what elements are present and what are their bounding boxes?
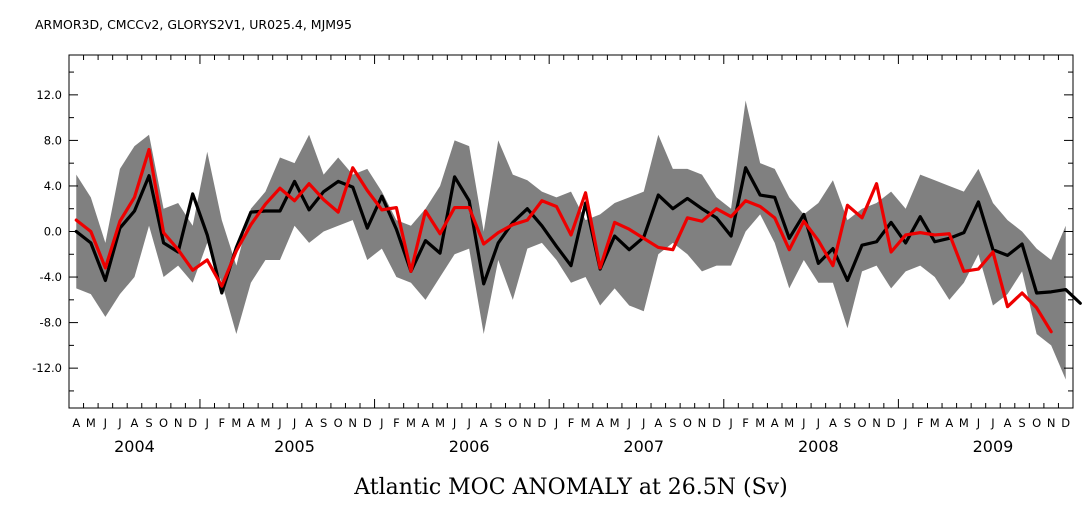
month-label: D xyxy=(188,416,197,430)
month-label: O xyxy=(857,416,866,430)
month-label: J xyxy=(103,416,107,430)
month-label: D xyxy=(537,416,546,430)
month-label: J xyxy=(626,416,630,430)
month-label: S xyxy=(320,416,327,430)
year-label: 2004 xyxy=(114,437,155,456)
month-label: J xyxy=(554,416,558,430)
ensemble-spread-band-layer xyxy=(76,100,1066,380)
month-label: A xyxy=(422,416,430,430)
month-label: S xyxy=(844,416,851,430)
month-label: J xyxy=(816,416,820,430)
month-label: A xyxy=(829,416,837,430)
y-tick-labels-layer: -12.0 -8.0 -4.0 0.0 4.0 8.0 12.0 xyxy=(32,88,62,375)
month-label: M xyxy=(581,416,591,430)
month-label: M xyxy=(959,416,969,430)
month-label: A xyxy=(596,416,604,430)
month-label: J xyxy=(452,416,456,430)
month-label: D xyxy=(363,416,372,430)
month-label: F xyxy=(218,416,225,430)
year-label: 2005 xyxy=(274,437,315,456)
month-label: J xyxy=(728,416,732,430)
month-label: J xyxy=(641,416,645,430)
y-tick-label: -12.0 xyxy=(32,361,62,375)
ensemble-spread-band xyxy=(76,100,1066,380)
chart-title: Atlantic MOC ANOMALY at 26.5N (Sv) xyxy=(353,475,787,500)
y-tick-label: -8.0 xyxy=(40,316,62,330)
month-label: O xyxy=(159,416,168,430)
month-label: A xyxy=(654,416,662,430)
month-label: M xyxy=(784,416,794,430)
year-labels-layer: 2004 2005 2006 2007 2008 2009 xyxy=(114,437,1013,456)
series-layer xyxy=(74,147,1082,334)
month-label: O xyxy=(683,416,692,430)
month-label: N xyxy=(1047,416,1056,430)
month-label: N xyxy=(174,416,183,430)
month-label: J xyxy=(379,416,383,430)
month-label: A xyxy=(305,416,313,430)
series-line-0 xyxy=(74,166,1082,305)
month-label: M xyxy=(755,416,765,430)
month-label: A xyxy=(1004,416,1012,430)
y-tick-label: 12.0 xyxy=(36,88,62,102)
month-label: S xyxy=(495,416,502,430)
month-label: J xyxy=(117,416,121,430)
month-label: M xyxy=(86,416,96,430)
month-label: N xyxy=(698,416,707,430)
month-label: M xyxy=(406,416,416,430)
year-label: 2008 xyxy=(798,437,839,456)
month-label: J xyxy=(801,416,805,430)
month-label: A xyxy=(771,416,779,430)
y-tick-label: 4.0 xyxy=(44,179,62,193)
month-label: J xyxy=(292,416,296,430)
month-label: J xyxy=(277,416,281,430)
month-label: O xyxy=(334,416,343,430)
axis-ticks-layer xyxy=(69,55,1073,408)
month-label: M xyxy=(610,416,620,430)
month-label: J xyxy=(976,416,980,430)
month-label: A xyxy=(945,416,953,430)
month-label: M xyxy=(435,416,445,430)
month-label: J xyxy=(466,416,470,430)
month-label: J xyxy=(990,416,994,430)
month-label: F xyxy=(568,416,575,430)
month-label: O xyxy=(1032,416,1041,430)
month-label: S xyxy=(669,416,676,430)
month-label: A xyxy=(131,416,139,430)
month-label: D xyxy=(712,416,721,430)
month-label: M xyxy=(930,416,940,430)
chart-subtitle: ARMOR3D, CMCCv2, GLORYS2V1, UR025.4, MJM… xyxy=(35,17,352,32)
month-label: N xyxy=(523,416,532,430)
month-label: A xyxy=(480,416,488,430)
month-label: N xyxy=(348,416,357,430)
y-tick-label: -4.0 xyxy=(40,270,62,284)
month-label: J xyxy=(205,416,209,430)
y-tick-label: 8.0 xyxy=(44,133,62,147)
month-label: S xyxy=(1018,416,1025,430)
month-label: F xyxy=(393,416,400,430)
month-label: D xyxy=(1061,416,1070,430)
month-label: O xyxy=(508,416,517,430)
month-label: F xyxy=(917,416,924,430)
month-label: M xyxy=(231,416,241,430)
month-label: N xyxy=(872,416,881,430)
month-label: F xyxy=(742,416,749,430)
month-label: S xyxy=(145,416,152,430)
month-label: J xyxy=(903,416,907,430)
y-tick-label: 0.0 xyxy=(44,225,62,239)
month-label: A xyxy=(247,416,255,430)
year-label: 2009 xyxy=(973,437,1014,456)
month-label: M xyxy=(260,416,270,430)
year-label: 2006 xyxy=(449,437,490,456)
month-label: D xyxy=(887,416,896,430)
month-label: A xyxy=(72,416,80,430)
year-label: 2007 xyxy=(623,437,664,456)
series-line-1 xyxy=(74,147,1053,334)
